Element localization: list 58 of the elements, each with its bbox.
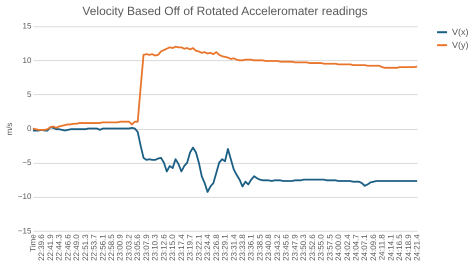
- x-tick-label: 23:03.2: [124, 234, 134, 261]
- x-tick-label: Time: [28, 234, 38, 252]
- x-tick-label: 23:43.2: [272, 234, 282, 261]
- x-tick-label: 24:04.7: [351, 234, 360, 261]
- x-tick-label: 23:47.9: [290, 234, 300, 261]
- x-tick-label: 22:44.3: [54, 234, 64, 261]
- x-tick-label: 23:22.1: [194, 234, 204, 261]
- x-tick-label: 22:49.0: [72, 234, 82, 261]
- x-tick-label: 23:40.8: [264, 234, 274, 261]
- x-tick-label: 23:29.1: [220, 234, 230, 261]
- y-tick-label: 5: [26, 90, 32, 99]
- x-tick-label: 23:26.8: [212, 234, 221, 261]
- y-axis-title: m/s: [4, 122, 14, 136]
- x-tick-label: 23:36.1: [246, 234, 256, 261]
- x-tick-label: 24:09.6: [368, 234, 378, 261]
- y-tick-label: −10: [18, 192, 32, 202]
- x-tick-label: 23:50.3: [299, 234, 308, 261]
- x-tick-label: 23:05.6: [133, 234, 142, 261]
- legend-label: V(x): [452, 27, 468, 38]
- x-tick-label: 22:58.5: [107, 234, 116, 261]
- x-tick-label: 23:17.4: [176, 234, 186, 261]
- x-tick-label: 23:55.0: [316, 234, 326, 261]
- x-tick-label: 23:57.5: [325, 234, 334, 261]
- x-tick-label: 22:39.6: [37, 234, 46, 261]
- x-tick-label: 22:51.3: [80, 234, 90, 261]
- y-tick-label: 10: [22, 56, 32, 65]
- x-tick-label: 22:41.9: [46, 234, 55, 261]
- x-tick-label: 24:14.1: [386, 234, 396, 261]
- x-tick-label: 24:02.4: [342, 234, 352, 261]
- x-tick-label: 23:10.3: [150, 234, 160, 261]
- x-tick-label: 23:24.4: [203, 234, 212, 261]
- x-tick-label: 24:00.0: [334, 234, 344, 261]
- x-tick-label: 22:46.6: [63, 234, 72, 261]
- x-tick-label: 23:19.7: [186, 234, 195, 261]
- y-tick-label: −5: [22, 158, 32, 168]
- x-tick-label: 22:56.1: [98, 234, 108, 261]
- x-tick-label: 22:53.7: [90, 234, 99, 261]
- y-tick-label: 15: [22, 22, 32, 31]
- x-tick-label: 24:07.1: [360, 234, 370, 261]
- x-tick-label: 24:21.4: [412, 234, 422, 261]
- x-tick-label: 23:38.5: [255, 234, 264, 261]
- x-tick-label: 23:52.6: [308, 234, 317, 261]
- x-tick-label: 23:33.8: [238, 234, 247, 261]
- x-tick-label: 24:11.8: [378, 234, 387, 260]
- line-series: [32, 126, 418, 193]
- legend-label: V(y): [452, 40, 468, 50]
- x-tick-label: 23:15.0: [168, 234, 178, 261]
- chart-title: Velocity Based Off of Rotated Acceleromater readings: [82, 4, 368, 18]
- x-tick-label: 23:45.6: [282, 234, 291, 261]
- x-tick-label: 23:31.4: [229, 234, 238, 261]
- x-tick-label: 23:07.9: [142, 234, 151, 261]
- x-tick-label: 23:12.6: [159, 234, 168, 261]
- x-tick-label: 24:18.9: [404, 234, 413, 261]
- y-tick-label: −15: [18, 226, 32, 236]
- x-tick-label: 23:00.9: [116, 234, 125, 261]
- y-tick-label: 0: [26, 124, 32, 134]
- x-tick-label: 24:16.5: [395, 234, 404, 261]
- line-series: [32, 46, 418, 131]
